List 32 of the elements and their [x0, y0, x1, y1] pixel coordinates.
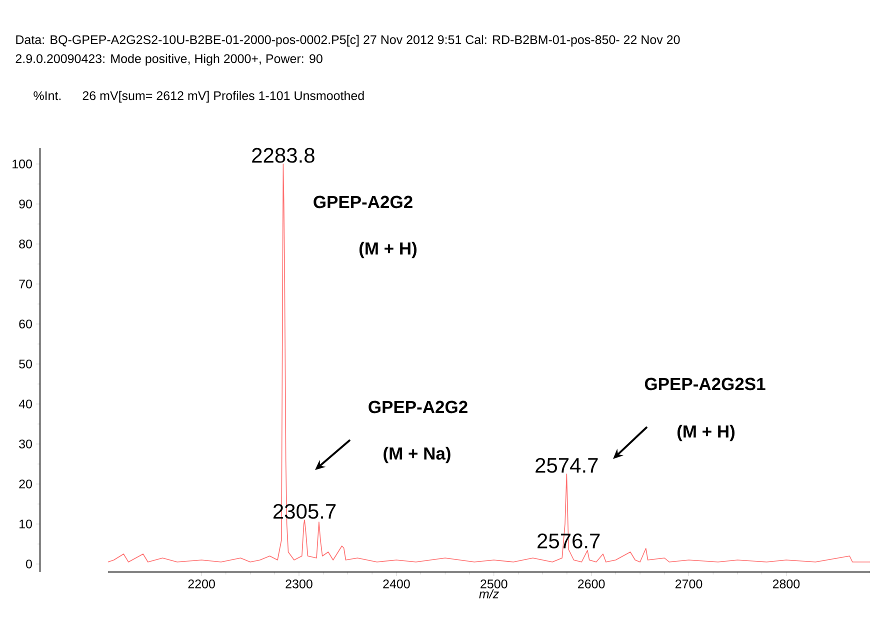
y-tick-label: 90: [19, 200, 32, 208]
annotation: GPEP-A2G2: [368, 400, 468, 414]
annotation: 2574.7: [536, 458, 598, 473]
x-tick-label: 2200: [188, 580, 215, 588]
chart-title: Data: BQ-GPEP-A2G2S2-10U-B2BE-01-2000-pos-0002.P5[c] 27 Nov 2012 9:51 Cal: RD-B2BM-01-pos-850- 22 Nov 20: [16, 34, 680, 47]
x-tick-label: 2600: [578, 580, 605, 588]
y-tick-label: 40: [18, 400, 32, 408]
y-tick-label: 80: [19, 240, 32, 248]
x-tick-label: 2400: [383, 580, 410, 588]
annotation: GPEP-A2G2: [314, 196, 412, 208]
y-tick-label: 20: [19, 480, 32, 488]
annotation: (M + H): [677, 424, 735, 442]
chart-subtitle: 2.9.0.20090423: Mode positive, High 2000+, Power: 90: [16, 54, 322, 66]
annotation: GPEP-A2G2S1: [644, 378, 766, 390]
x-axis-title: m/z: [479, 589, 499, 598]
x-tick-label: 2500: [480, 580, 508, 588]
y-axis-title: %Int.: [34, 91, 61, 100]
line-series: [108, 164, 870, 562]
annotation: (M + Na): [384, 446, 450, 464]
y-tick-label: 50: [19, 360, 32, 368]
y-tick-label: 0: [26, 560, 32, 568]
text: 26 mV[sum= 2612 mV] Profiles 1-101 Unsmoothed: [82, 90, 364, 103]
annotation: (M + H): [359, 242, 417, 258]
y-tick-label: 70: [19, 280, 32, 288]
x-tick-label: 2800: [772, 580, 800, 588]
x-tick-label: 2700: [675, 580, 702, 588]
x-tick-label: 2300: [286, 580, 312, 588]
annotation: 2283.8: [252, 148, 314, 163]
y-tick-label: 100: [12, 160, 32, 168]
y-tick-label: 30: [19, 440, 32, 448]
y-tick-label: 60: [19, 320, 32, 328]
y-tick-label: 10: [20, 520, 32, 528]
